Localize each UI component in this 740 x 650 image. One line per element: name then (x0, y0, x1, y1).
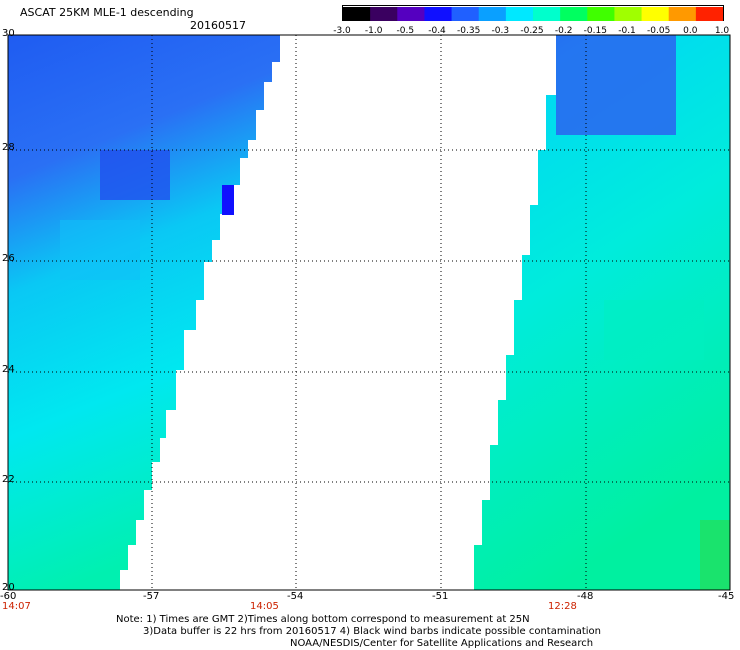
legend-swatch (560, 7, 588, 21)
legend-tick: -0.2 (554, 26, 573, 36)
time-label: 14:05 (250, 601, 279, 612)
left-swath-patch (222, 185, 234, 215)
legend-swatch (533, 7, 561, 21)
legend-tick: 1.0 (714, 26, 730, 36)
legend-swatch (478, 7, 507, 21)
legend-swatch (370, 7, 398, 21)
time-label: 12:28 (548, 601, 577, 612)
footnotes: Note: 1) Times are GMT 2)Times along bot… (116, 614, 601, 650)
lon-label: -48 (577, 591, 594, 602)
legend-swatch (397, 7, 425, 21)
lat-label: 30 (2, 28, 15, 39)
left-swath-patch (60, 220, 140, 280)
legend-tick: -3.0 (333, 26, 351, 36)
map-date: 20160517 (190, 19, 246, 32)
lat-label: 26 (2, 253, 15, 264)
legend-tick: -0.1 (618, 26, 636, 36)
note-line: Note: 1) Times are GMT 2)Times along bot… (116, 614, 530, 625)
lon-label: -57 (143, 591, 160, 602)
legend-tick: -0.3 (491, 26, 510, 36)
left-swath (8, 35, 280, 590)
lat-label: 24 (2, 364, 15, 375)
graticule (8, 35, 730, 590)
map-title: ASCAT 25KM MLE-1 descending (20, 6, 194, 19)
lon-label: -54 (287, 591, 304, 602)
lat-label: 20 (2, 582, 15, 593)
left-swath-patch (100, 150, 170, 200)
legend-swatch (424, 7, 453, 21)
legend-swatch (505, 7, 534, 21)
legend-swatch (343, 7, 371, 21)
legend-tick: -1.0 (364, 26, 383, 36)
legend-swatch (695, 7, 724, 21)
legend-swatch (451, 7, 480, 21)
legend-tick: -0.25 (520, 26, 544, 36)
note-line: 3)Data buffer is 22 hrs from 20160517 4)… (143, 626, 601, 637)
note-line: NOAA/NESDIS/Center for Satellite Applica… (290, 638, 594, 649)
right-swath (474, 35, 730, 590)
lat-label: 22 (2, 474, 15, 485)
legend-tick: 0.0 (683, 26, 698, 36)
lon-label: -45 (718, 591, 735, 602)
legend-tick: -0.4 (428, 26, 446, 36)
legend-bar (343, 7, 724, 21)
plot-frame (7, 34, 731, 591)
legend-tick: -0.35 (457, 26, 481, 36)
time-label: 14:07 (2, 601, 31, 612)
legend-tick: -0.5 (396, 26, 415, 36)
lat-label: 28 (2, 142, 15, 153)
legend-swatch (614, 7, 643, 21)
right-swath-patch (556, 35, 676, 135)
legend-swatch (587, 7, 615, 21)
legend-tick: -0.05 (647, 26, 671, 36)
right-swath-patch (700, 520, 730, 590)
right-swath-patch (604, 300, 704, 360)
legend-swatch (641, 7, 670, 21)
lon-label: -51 (432, 591, 449, 602)
lon-label: -60 (0, 591, 17, 602)
legend-tick: -0.15 (583, 26, 607, 36)
legend-swatch (668, 7, 697, 21)
legend-tick-labels: -3.0 -1.0 -0.5 -0.4 -0.35 -0.3 -0.25 -0.2 -0.15 -… (330, 26, 730, 38)
color-legend (342, 5, 724, 21)
